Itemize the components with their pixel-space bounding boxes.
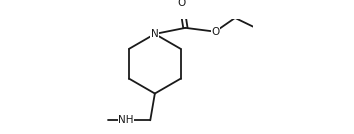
Text: O: O <box>211 27 219 37</box>
Text: O: O <box>177 0 186 8</box>
Text: NH: NH <box>118 115 133 125</box>
Text: N: N <box>151 29 159 39</box>
